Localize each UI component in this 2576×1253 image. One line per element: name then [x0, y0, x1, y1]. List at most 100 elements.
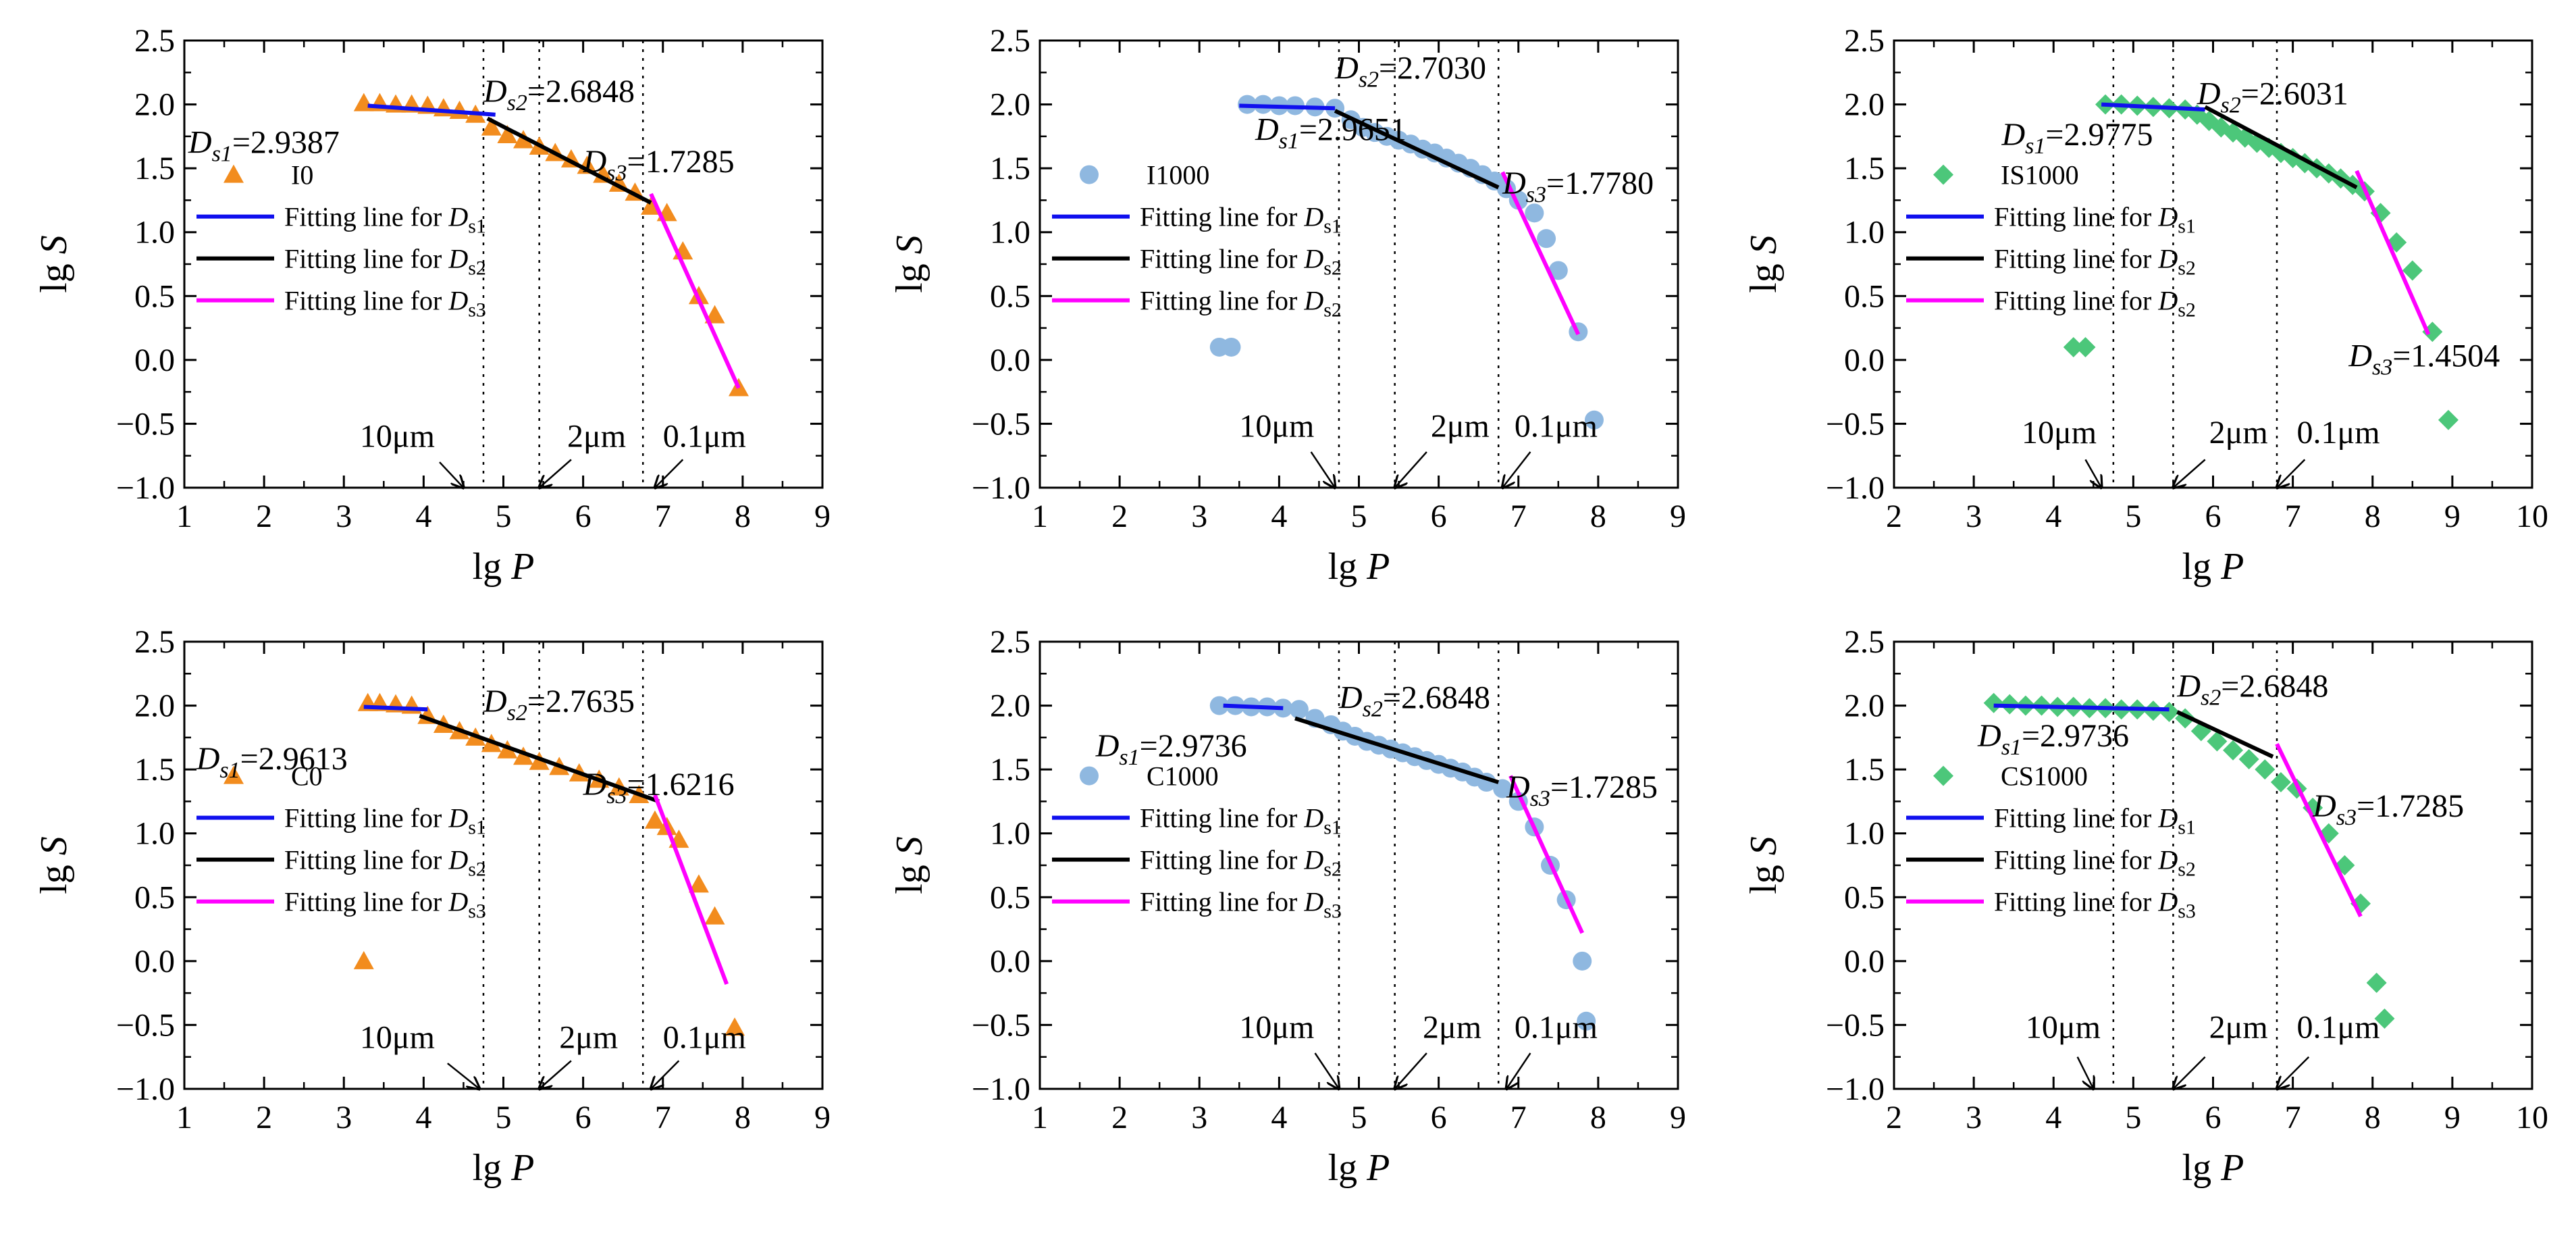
legend-entry-text: Fitting line for	[284, 803, 448, 834]
x-axis-label: lg P	[2182, 546, 2244, 588]
data-point	[2223, 740, 2244, 761]
scale-mark-arrow	[2173, 1056, 2206, 1089]
x-tick-label: 5	[2125, 498, 2141, 534]
legend-label: I1000	[1147, 160, 1209, 190]
scale-mark-label: 0.1μm	[2297, 1009, 2380, 1045]
data-point	[353, 950, 374, 969]
x-tick-label: 2	[1886, 498, 1902, 534]
y-tick-label: −1.0	[116, 1071, 175, 1107]
fractal-annotation: Ds2=2.6031	[2197, 76, 2348, 118]
x-axis-label-var: P	[1366, 546, 1390, 588]
legend-entry-var: D	[1303, 244, 1323, 274]
x-tick-label: 5	[1351, 1100, 1367, 1135]
x-tick-label: 8	[2365, 498, 2381, 534]
legend-entry-text: Fitting line for	[1994, 244, 2158, 274]
annotation-sub: s1	[219, 758, 240, 783]
legend-entry-sub: s1	[468, 817, 486, 839]
y-tick-label: 1.0	[990, 215, 1030, 251]
y-tick-label: 2.0	[134, 87, 175, 123]
x-tick-label: 4	[2045, 498, 2061, 534]
data-point	[353, 93, 374, 111]
legend-marker	[1933, 765, 1953, 786]
annotation-value: =1.7285	[2357, 788, 2464, 824]
chart-panel-is1000: 2 3 4 5 6 7 8 9 10 −1.0 −0.5 0.0 0.5 1.0 1.5 2.0 2.5 lg P…	[1743, 23, 2548, 588]
fit-line-ds3	[2355, 170, 2431, 336]
y-tick-label: 2.5	[134, 624, 175, 660]
legend-entry-var: D	[1303, 202, 1323, 232]
y-tick-label: 0.5	[990, 879, 1030, 915]
x-tick-label: 8	[735, 1100, 751, 1135]
annotation-sub: s1	[212, 141, 232, 166]
scale-mark-arrow	[2277, 459, 2306, 488]
x-axis-label-var: P	[510, 1147, 534, 1189]
legend-marker	[224, 765, 244, 784]
data-point	[1289, 700, 1309, 719]
x-tick-label: 8	[735, 498, 751, 534]
scale-mark-label: 10μm	[1239, 1009, 1314, 1045]
data-point	[688, 874, 709, 893]
y-axis-label-var: S	[33, 836, 75, 855]
x-tick-label: 4	[415, 498, 431, 534]
x-axis-label-text: lg	[1328, 546, 1367, 588]
x-tick-label: 6	[575, 498, 592, 534]
x-axis-label-text: lg	[473, 1147, 512, 1189]
data-point	[2255, 759, 2276, 780]
scale-mark-arrow	[439, 461, 463, 488]
data-point	[1537, 229, 1556, 249]
y-tick-label: 1.5	[1844, 752, 1885, 788]
annotation-value: =1.7780	[1546, 165, 1654, 201]
annotation-sub: s2	[1363, 696, 1383, 721]
data-point	[704, 906, 725, 925]
scale-mark-arrow	[2084, 459, 2102, 488]
x-tick-label: 1	[176, 498, 192, 534]
fractal-annotation: Ds3=1.7285	[583, 144, 735, 186]
y-tick-label: −1.0	[972, 470, 1030, 506]
y-tick-label: 0.0	[990, 944, 1030, 979]
annotation-sub: s3	[606, 161, 627, 186]
scale-mark-arrow	[2277, 1056, 2310, 1089]
y-tick-label: −1.0	[116, 470, 175, 506]
legend-entry-text: Fitting line for	[1994, 845, 2158, 875]
annotation-sub: s1	[2025, 134, 2045, 159]
y-axis-label: lg S	[33, 235, 75, 293]
fractal-annotation: Ds3=1.7285	[1506, 769, 1658, 811]
fit-line-ds2	[419, 713, 660, 804]
y-tick-label: −1.0	[1826, 470, 1885, 506]
y-axis-label: lg S	[1743, 235, 1785, 293]
annotation-var: D	[2348, 338, 2372, 374]
data-point	[1983, 692, 2004, 713]
y-tick-label: −1.0	[972, 1071, 1030, 1107]
annotation-var: D	[2176, 668, 2201, 704]
x-tick-label: 7	[655, 498, 671, 534]
legend-entry-var: D	[2157, 803, 2178, 834]
data-point	[2402, 260, 2423, 281]
legend-entry: Fitting line for Ds2	[1994, 244, 2196, 280]
y-tick-label: 1.0	[990, 816, 1030, 852]
legend-entry-text: Fitting line for	[284, 244, 448, 274]
x-axis-label-text: lg	[1328, 1147, 1367, 1189]
data-point	[2159, 702, 2180, 723]
annotation-value: =2.9736	[1140, 728, 1247, 764]
annotation-value: =2.7635	[527, 684, 635, 719]
fit-line-ds3	[649, 193, 741, 389]
legend-entry-var: D	[1303, 286, 1323, 316]
legend-entry-text: Fitting line for	[284, 202, 448, 232]
annotation-var: D	[2312, 788, 2336, 824]
legend-entry-var: D	[1303, 887, 1323, 917]
legend-entry-sub: s2	[468, 859, 486, 881]
data-point	[1209, 696, 1229, 715]
y-axis-label: lg S	[889, 235, 930, 293]
annotation-value: =2.9387	[232, 124, 340, 160]
y-tick-label: −1.0	[1826, 1071, 1885, 1107]
fit-line-ds1	[367, 103, 496, 117]
annotation-var: D	[483, 684, 507, 719]
legend-entry-sub: s3	[468, 299, 486, 322]
x-axis-label: lg P	[473, 546, 535, 588]
chart-panel-c1000: 1 2 3 4 5 6 7 8 9−1.0−0.50.00.51.01.52.02.5lg Pl…	[889, 624, 1686, 1189]
legend-entry-text: Fitting line for	[284, 845, 448, 875]
y-tick-label: 1.0	[134, 215, 175, 251]
legend-entry: Fitting line for Ds2	[1994, 845, 2196, 881]
fractal-annotation: Ds1=2.9736	[1095, 728, 1247, 770]
scale-mark-label: 10μm	[2026, 1009, 2101, 1045]
data-point	[513, 746, 534, 765]
